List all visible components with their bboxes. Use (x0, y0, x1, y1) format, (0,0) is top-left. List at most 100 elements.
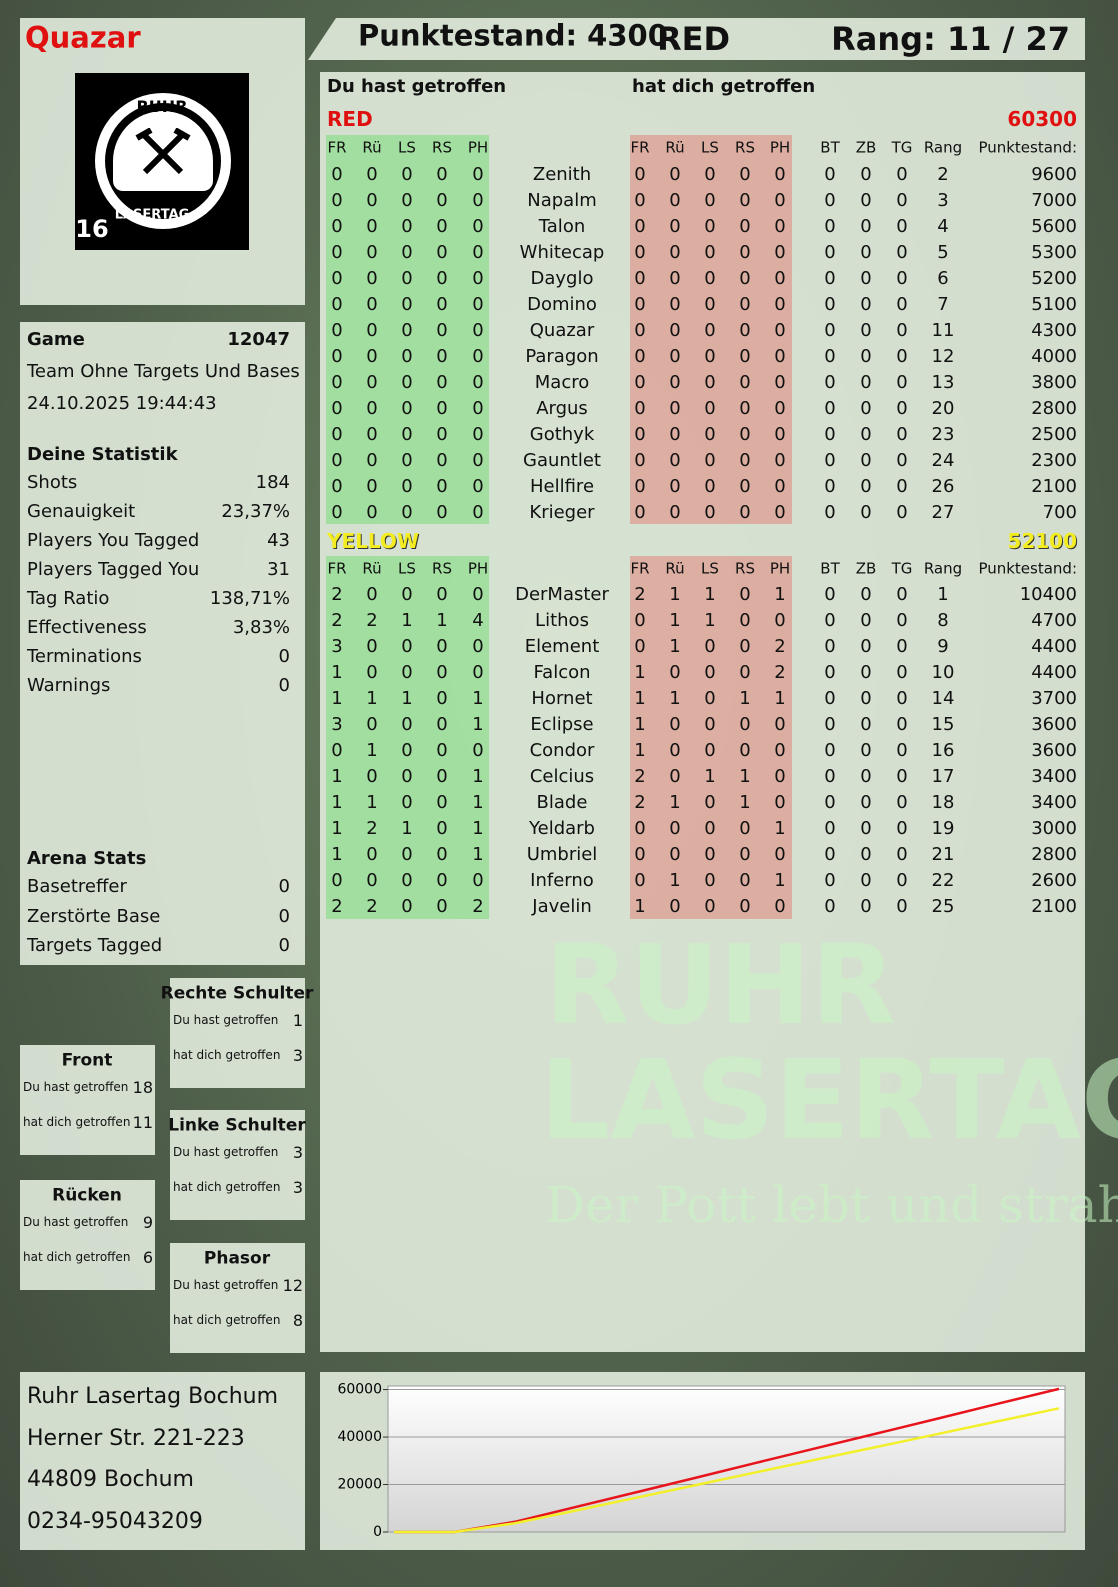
table-cell: 0 (739, 610, 751, 631)
table-cell: 0 (704, 818, 716, 839)
table-cell: 0 (401, 164, 413, 185)
logo-text: RUHR (136, 97, 188, 116)
table-cell: 0 (824, 268, 836, 289)
table-cell: 0 (896, 636, 908, 657)
table-cell: 0 (436, 766, 448, 787)
table-cell: 0 (401, 792, 413, 813)
player-name: Quazar (25, 20, 141, 55)
table-cell: 3400 (1031, 766, 1077, 787)
stat-value: 138,71% (209, 588, 290, 609)
table-cell: 0 (774, 476, 786, 497)
table-cell: 0 (739, 346, 751, 367)
table-cell: 0 (896, 346, 908, 367)
table-cell: 0 (704, 216, 716, 237)
address-line: 0234-95043209 (27, 1508, 203, 1534)
player-name-cell: Blade (536, 792, 588, 813)
table-cell: 0 (896, 320, 908, 341)
table-cell: 1 (774, 870, 786, 891)
player-name-cell: Yeldarb (529, 818, 595, 839)
table-cell: 0 (860, 476, 872, 497)
logo-hammers (135, 128, 191, 175)
table-cell: 1 (634, 740, 646, 761)
table-cell: 0 (896, 242, 908, 263)
table-cell: 0 (774, 268, 786, 289)
player-name-cell: Eclipse (530, 714, 594, 735)
column-header: BT (820, 559, 840, 578)
table-cell: 0 (824, 662, 836, 683)
table-cell: 1 (669, 584, 681, 605)
table-cell: 0 (860, 294, 872, 315)
table-cell: 0 (669, 216, 681, 237)
table-cell: 0 (669, 766, 681, 787)
table-cell: 0 (739, 216, 751, 237)
zone-box (170, 978, 305, 1088)
zone-box (20, 1045, 155, 1155)
table-cell: 0 (472, 870, 484, 891)
player-name-cell: Argus (536, 398, 588, 419)
table-cell: 0 (896, 870, 908, 891)
table-cell: 0 (704, 476, 716, 497)
table-cell: 1 (669, 688, 681, 709)
table-cell: 0 (366, 844, 378, 865)
table-cell: 0 (774, 424, 786, 445)
column-header: LS (701, 138, 719, 157)
table-cell: 0 (896, 844, 908, 865)
table-cell: 0 (704, 346, 716, 367)
player-name-cell: Lithos (535, 610, 589, 631)
table-cell: 6 (937, 268, 949, 289)
stat-value: 0 (278, 935, 290, 956)
table-cell: 0 (436, 398, 448, 419)
player-name-cell: Krieger (529, 502, 595, 523)
table-cell: 1 (331, 844, 343, 865)
column-header: PH (467, 559, 489, 578)
zone-value: 3 (292, 1046, 303, 1065)
table-cell: 1 (472, 766, 484, 787)
table-cell: 0 (739, 714, 751, 735)
table-cell: 0 (436, 740, 448, 761)
table-cell: 0 (436, 190, 448, 211)
table-cell: 0 (436, 164, 448, 185)
table-cell: 0 (634, 870, 646, 891)
column-header: PH (769, 138, 791, 157)
header-bar (308, 18, 1085, 60)
table-cell: 0 (331, 294, 343, 315)
player-name-cell: Napalm (527, 190, 597, 211)
table-cell: 0 (824, 870, 836, 891)
table-cell: 1 (634, 714, 646, 735)
player-name-cell: Inferno (530, 870, 594, 891)
table-cell: 0 (739, 294, 751, 315)
table-cell: 1 (669, 610, 681, 631)
table-cell: 19 (931, 818, 955, 839)
table-cell: 8 (937, 610, 949, 631)
table-cell: 0 (669, 502, 681, 523)
table-cell: 0 (366, 320, 378, 341)
table-cell: 7 (937, 294, 949, 315)
table-cell: 2 (774, 636, 786, 657)
table-cell: 0 (634, 268, 646, 289)
table-cell: 0 (634, 346, 646, 367)
table-cell: 0 (331, 450, 343, 471)
table-cell: 0 (669, 450, 681, 471)
team-score: 60300 (1007, 107, 1077, 131)
stat-value: 0 (278, 876, 290, 897)
table-cell: 0 (331, 372, 343, 393)
table-bg-given-red (326, 135, 489, 524)
table-cell: 0 (896, 896, 908, 917)
table-cell: 0 (824, 636, 836, 657)
y-tick-label: 40000 (337, 1429, 382, 1445)
table-cell: 1 (739, 766, 751, 787)
table-cell: 0 (669, 740, 681, 761)
stat-value: 184 (255, 472, 290, 493)
table-cell: 0 (366, 636, 378, 657)
table-cell: 20 (931, 398, 955, 419)
table-cell: 0 (860, 242, 872, 263)
player-name-cell: Gothyk (529, 424, 595, 445)
zone-label: hat dich getroffen (173, 1180, 281, 1194)
table-cell: 0 (896, 216, 908, 237)
table-cell: 0 (704, 294, 716, 315)
table-cell: 0 (860, 216, 872, 237)
table-cell: 0 (739, 164, 751, 185)
table-cell: 1 (366, 740, 378, 761)
table-cell: 0 (634, 476, 646, 497)
